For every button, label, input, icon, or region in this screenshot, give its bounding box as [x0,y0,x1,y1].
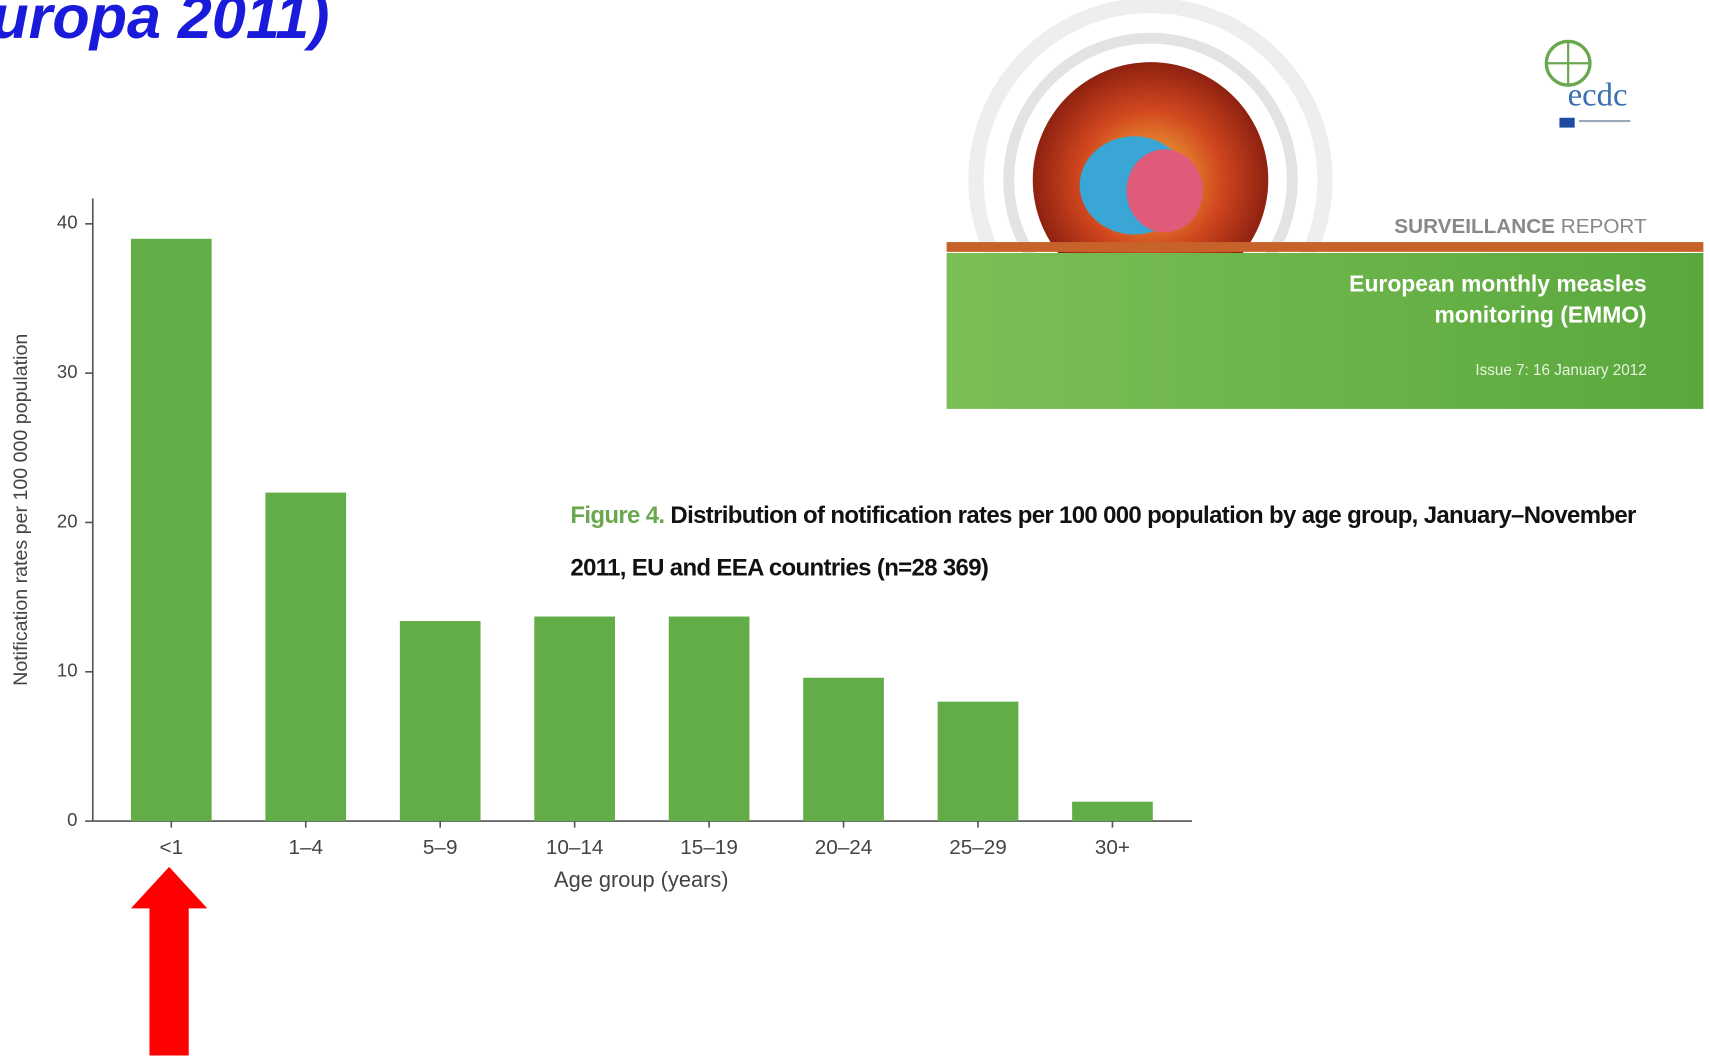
x-tick-label: 30+ [1095,836,1130,859]
x-tick-label: 20–24 [815,836,873,859]
x-axis-label: Age group (years) [554,867,728,892]
x-tick-label: 25–29 [949,836,1007,859]
y-axis-label: Notification rates per 100 000 populatio… [10,334,32,686]
bar [130,238,212,822]
chart: 0 10 20 30 40 <1 1–4 5–9 10–14 15–19 20–24 25–29 30+… [10,198,1192,892]
y-tick-label: 40 [57,212,78,233]
arrow [130,866,208,1056]
bar [803,677,884,822]
bar [668,616,750,822]
report-kind-rest: REPORT [1561,215,1647,238]
bar [937,701,1019,822]
x-tick-label: 15–19 [680,836,738,859]
report-title: European monthly measles [1349,271,1646,297]
y-tick-label: 30 [57,361,78,382]
report-kind-bold: SURVEILLANCE [1394,215,1555,238]
report-header: SURVEILLANCE REPORT European monthly mea… [946,0,1704,409]
x-tick-label: 5–9 [423,836,458,859]
x-tick-label: 1–4 [288,836,323,859]
caption-label: Figure 4. [570,502,664,529]
logo: ecdc [1568,78,1628,114]
bar [265,492,347,822]
y-tick-label: 0 [67,809,77,830]
report-issue: Issue 7: 16 January 2012 [1475,362,1646,379]
y-tick-label: 20 [57,510,78,531]
bar [534,616,615,822]
caption-text: Distribution of notification rates per 1… [670,502,1636,529]
bar [1072,801,1153,822]
caption-text: 2011, EU and EEA countries (n=28 369) [570,555,988,582]
report-title: monitoring (EMMO) [1434,301,1646,327]
y-tick-label: 10 [57,660,78,681]
slide-title: uropa 2011) [0,0,330,51]
bar [399,621,481,822]
x-tick-label: 10–14 [546,836,604,859]
x-tick-label: <1 [159,836,183,859]
caption: Figure 4. Distribution of notification r… [570,502,1636,529]
report-kind: SURVEILLANCE REPORT [1394,215,1647,238]
